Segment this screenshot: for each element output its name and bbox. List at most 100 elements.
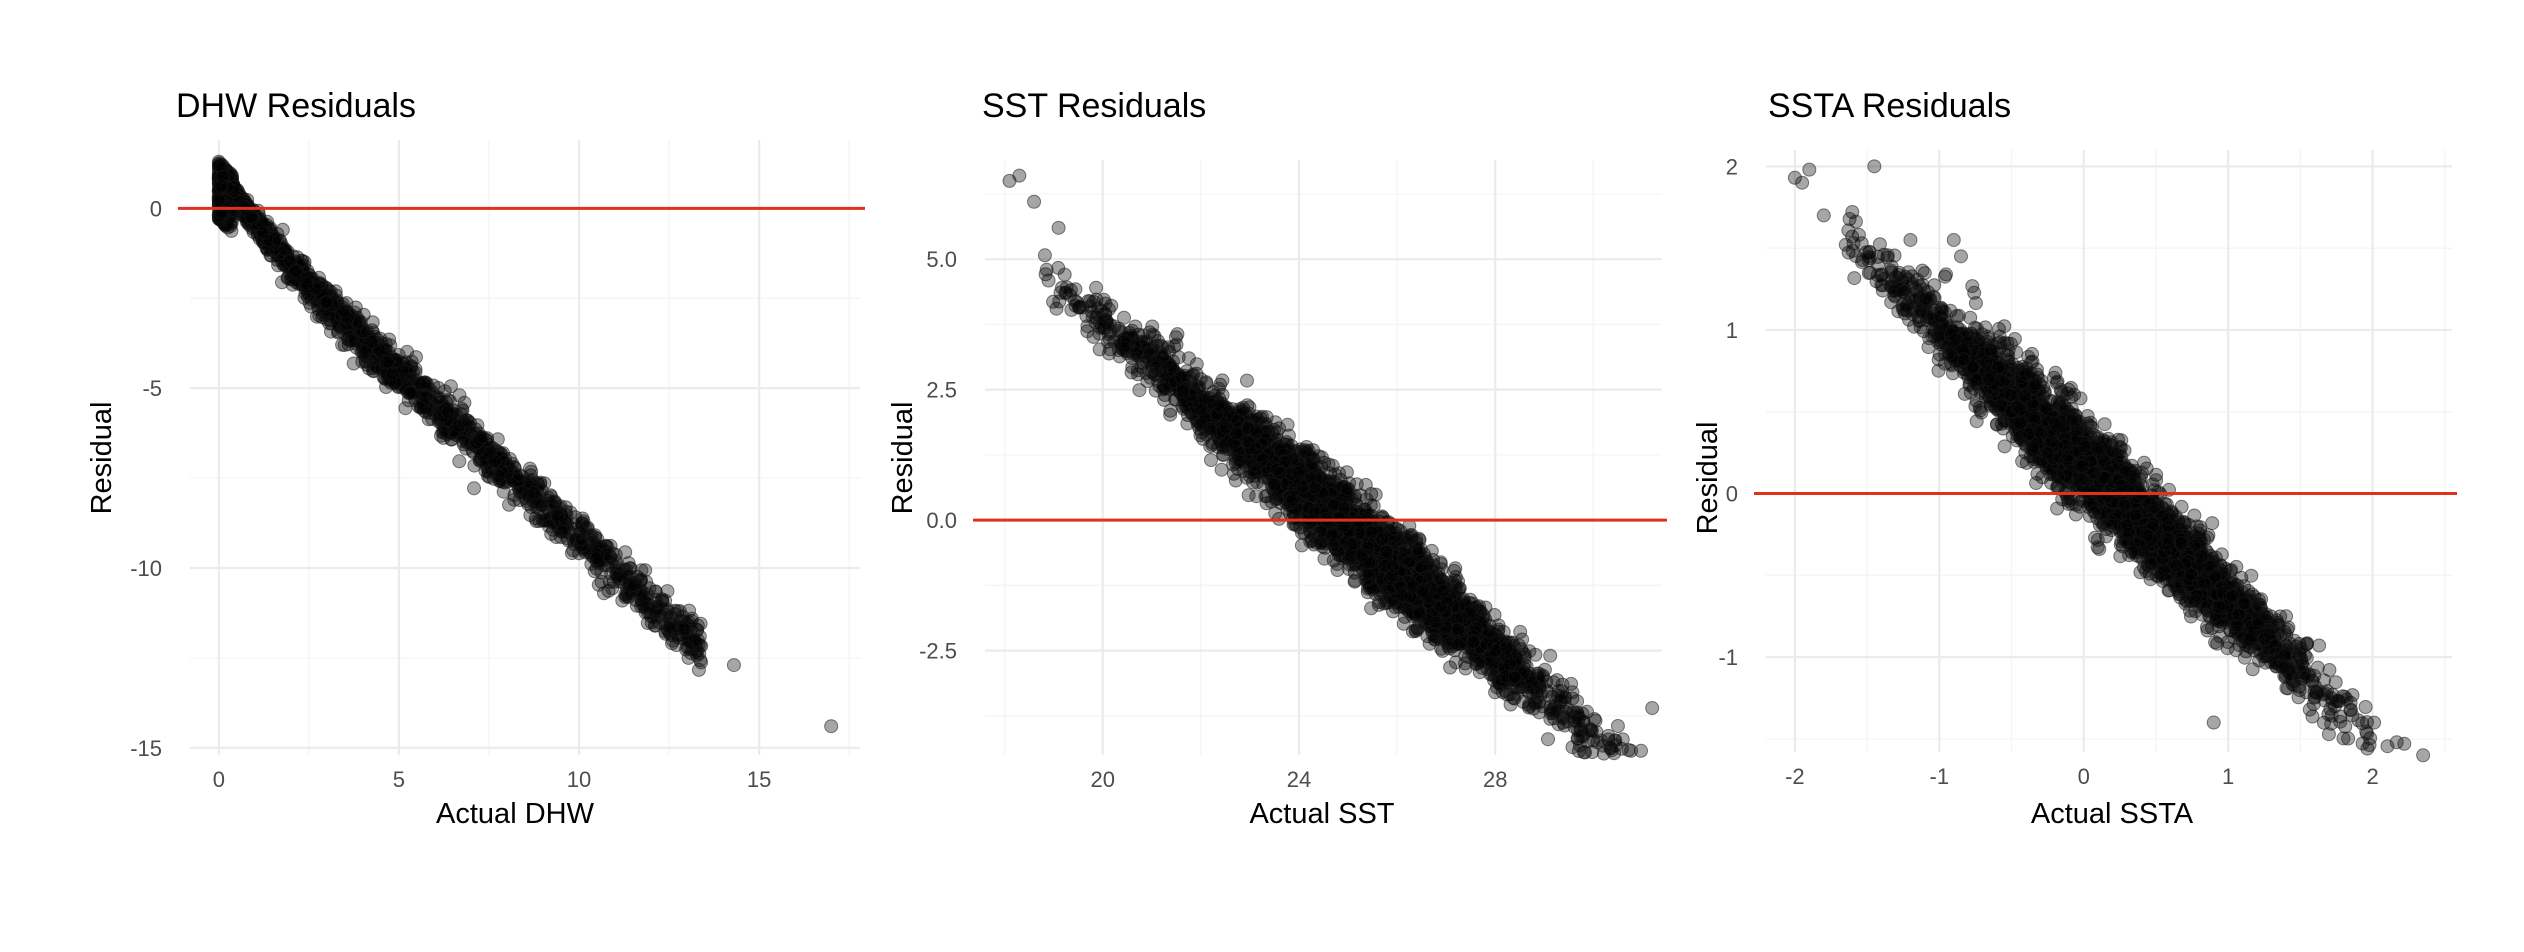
panel-sst: SST Residuals 20 24 28 5.02.50.0-2.5 Actua…: [887, 87, 1667, 830]
data-point: [1186, 394, 1201, 409]
data-point: [211, 193, 226, 208]
data-point: [435, 425, 450, 440]
x-axis-title-dhw: Actual DHW: [436, 798, 595, 830]
data-point: [590, 551, 604, 566]
data-point: [1521, 684, 1536, 699]
data-point: [1204, 453, 1218, 467]
data-point: [467, 481, 481, 496]
data-point: [1448, 655, 1463, 670]
data-point: [1317, 551, 1332, 566]
data-point: [272, 233, 287, 248]
panel-title-sst: SST Residuals: [982, 87, 1206, 125]
data-point: [385, 366, 400, 381]
data-point: [1059, 280, 1074, 295]
data-point: [452, 454, 467, 469]
data-point: [1541, 732, 1555, 747]
data-point: [1589, 725, 1604, 739]
data-point: [1235, 402, 1250, 417]
outlier-point: [726, 658, 741, 673]
panel-title-dhw: DHW Residuals: [176, 87, 416, 125]
data-point: [419, 376, 434, 391]
data-point: [336, 304, 351, 319]
data-point: [1250, 475, 1265, 490]
y-axis-title-dhw: Residual: [86, 402, 118, 515]
data-point: [256, 226, 271, 240]
x-tick-labels-dhw: 0 5 10 15: [213, 767, 772, 792]
data-point: [558, 512, 573, 527]
data-point: [1571, 715, 1586, 730]
data-point: [1314, 470, 1329, 485]
data-point: [1471, 655, 1486, 670]
data-point: [1551, 717, 1566, 732]
data-point: [1145, 319, 1160, 334]
data-point: [1139, 334, 1154, 349]
data-point: [1132, 383, 1147, 398]
data-point: [1503, 657, 1518, 672]
data-point: [456, 434, 470, 449]
data-point: [1249, 409, 1264, 424]
data-point: [1427, 632, 1442, 647]
data-point: [1240, 373, 1254, 388]
data-point: [1046, 294, 1061, 309]
data-point: [244, 210, 258, 225]
data-point: [555, 524, 570, 539]
data-point: [642, 581, 657, 596]
data-point: [364, 334, 379, 349]
x-tick-label: 15: [747, 767, 771, 792]
data-point: [491, 468, 506, 483]
data-point: [1175, 383, 1190, 398]
data-point: [319, 295, 334, 310]
data-point: [212, 158, 227, 173]
data-point: [1339, 465, 1354, 480]
points-sst: [1002, 168, 1660, 761]
data-point: [1112, 349, 1127, 364]
data-point: [1458, 597, 1473, 612]
data-point: [1067, 293, 1082, 308]
data-point: [1378, 544, 1393, 559]
data-point: [283, 254, 298, 269]
data-point: [1057, 267, 1072, 282]
data-point: [648, 604, 663, 619]
outlier-point: [690, 632, 705, 647]
data-point: [1548, 704, 1563, 719]
data-point: [1117, 310, 1131, 325]
data-point: [1411, 542, 1426, 557]
data-point: [618, 545, 633, 560]
data-point: [1503, 697, 1518, 712]
x-tick-label: 5: [393, 767, 405, 792]
y-tick-label: -15: [130, 736, 162, 761]
data-point: [1093, 321, 1108, 336]
data-point: [1214, 462, 1229, 477]
data-point: [1403, 528, 1418, 543]
y-tick-label: 0: [150, 196, 162, 221]
data-point: [440, 405, 455, 420]
data-point: [1304, 456, 1319, 471]
data-point: [352, 315, 367, 330]
data-point: [1205, 437, 1220, 452]
data-point: [1410, 622, 1425, 637]
data-point: [1328, 467, 1342, 482]
y-tick-label: -5: [142, 376, 162, 401]
data-point: [1148, 383, 1163, 398]
data-point: [285, 277, 300, 292]
data-point: [1527, 696, 1542, 711]
data-point: [1163, 407, 1178, 422]
data-point: [1181, 351, 1196, 366]
data-point: [224, 216, 239, 230]
x-tick-label: 10: [567, 767, 591, 792]
data-point: [411, 399, 426, 414]
data-point: [1610, 719, 1625, 733]
data-point: [299, 276, 314, 291]
data-point: [1089, 280, 1104, 295]
points-dhw: [211, 154, 839, 734]
data-point: [460, 413, 475, 428]
data-point: [1371, 597, 1386, 612]
data-point: [1507, 670, 1522, 685]
data-point: [324, 316, 339, 331]
outlier-point: [672, 604, 687, 619]
data-point: [1228, 473, 1243, 488]
data-point: [1231, 462, 1245, 476]
data-point: [1435, 643, 1450, 658]
data-point: [214, 179, 229, 193]
